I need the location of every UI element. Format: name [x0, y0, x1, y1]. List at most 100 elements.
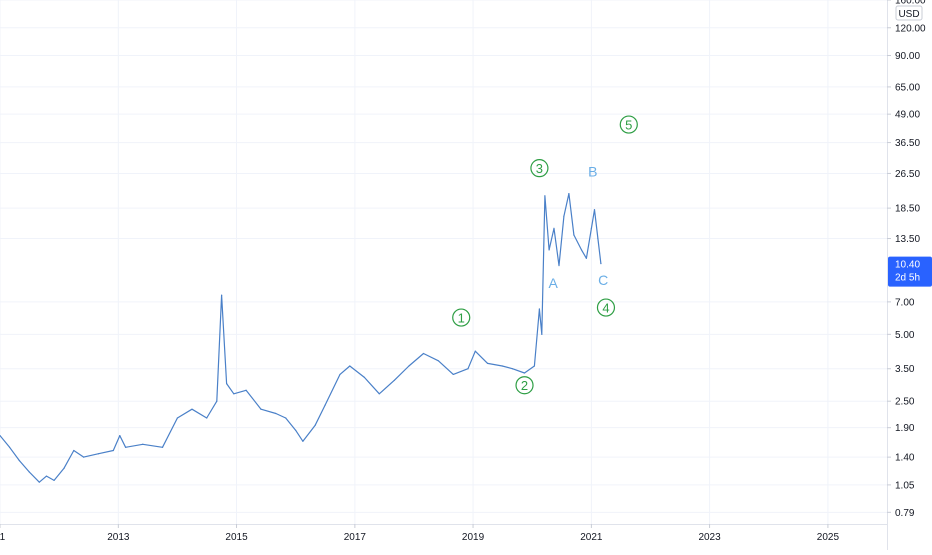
price-point	[553, 227, 555, 229]
price-point	[422, 352, 425, 355]
wave-label: 5	[625, 118, 632, 133]
wave-annotations: 1 2 3 4 5 A B C	[452, 115, 638, 395]
price-point	[474, 350, 476, 352]
price-point	[63, 467, 65, 469]
price-point	[38, 481, 40, 483]
price-point	[191, 408, 193, 410]
price-point	[285, 417, 287, 419]
y-tick-label: 1.40	[895, 453, 915, 464]
y-tick-label: 65.00	[895, 82, 920, 93]
x-tick-label: 2023	[698, 532, 721, 543]
y-tick-label: 26.50	[895, 169, 920, 180]
price-point	[97, 453, 100, 455]
y-tick-label: 13.50	[895, 234, 920, 245]
price-point	[593, 209, 596, 211]
price-point	[568, 193, 570, 195]
price-point	[580, 249, 583, 251]
x-tick-label: 2017	[344, 532, 367, 543]
price-point	[558, 264, 560, 267]
y-tick-label: 49.00	[895, 110, 920, 121]
price-point	[541, 333, 543, 335]
wave-label: 4	[602, 301, 609, 316]
price-point	[295, 429, 297, 431]
price-point	[349, 365, 351, 367]
price-point	[590, 227, 592, 229]
price-point	[0, 435, 1, 437]
price-point	[585, 257, 587, 259]
price-point	[467, 368, 469, 370]
price-point	[563, 215, 565, 217]
last-price-label: 10.40 2d 5h	[888, 256, 932, 287]
wave-label-circle	[530, 159, 549, 178]
price-point	[533, 365, 536, 367]
x-tick-label: 2015	[225, 532, 248, 543]
price-point	[597, 237, 599, 240]
wave-label: C	[598, 272, 608, 288]
price-point	[487, 362, 489, 364]
price-point	[53, 479, 55, 481]
price-point	[408, 365, 410, 367]
price-point	[226, 383, 228, 385]
price-point	[378, 393, 380, 395]
y-tick-label: 3.50	[895, 364, 915, 375]
y-tick-label: 2.50	[895, 397, 915, 408]
price-axis[interactable]: 160.00 120.00 90.00 65.00 49.00 36.50 26.50 18.…	[887, 0, 926, 519]
price-point	[216, 400, 218, 402]
wave-label-circle	[515, 376, 534, 395]
price-point	[206, 417, 208, 419]
price-point	[28, 471, 30, 473]
price-point	[233, 393, 235, 395]
wave-label: A	[549, 275, 559, 291]
y-tick-label: 1.90	[895, 423, 915, 434]
price-point	[324, 404, 326, 406]
price-point	[221, 294, 223, 296]
price-point	[112, 449, 114, 452]
price-point	[176, 417, 179, 419]
y-tick-label: 1.05	[895, 480, 915, 491]
time-axis[interactable]: 11 2013 2015 2017 2019 2021 2023 2025	[0, 524, 839, 543]
last-price-value: 10.40	[895, 260, 920, 271]
x-tick-label: 2019	[462, 532, 485, 543]
price-point	[161, 446, 164, 448]
price-point	[339, 373, 341, 376]
price-point	[393, 379, 395, 382]
price-point	[45, 475, 48, 477]
price-point	[363, 376, 366, 378]
x-tick-label: 2025	[817, 532, 840, 543]
y-tick-label: 120.00	[895, 23, 926, 34]
y-tick-label: 5.00	[895, 330, 915, 341]
price-point	[314, 424, 316, 426]
price-point	[119, 435, 121, 437]
currency-label: USD	[898, 9, 919, 20]
y-tick-label: 7.00	[895, 297, 915, 308]
price-point	[245, 389, 247, 391]
price-point	[501, 365, 503, 367]
price-point	[538, 308, 541, 310]
price-point	[548, 249, 550, 251]
bar-countdown: 2d 5h	[895, 273, 920, 284]
price-point	[73, 449, 75, 452]
wave-label-circle	[452, 308, 471, 327]
y-tick-label: 0.79	[895, 508, 915, 519]
wave-label: 1	[458, 311, 465, 326]
price-point	[142, 443, 144, 445]
price-point	[600, 263, 602, 265]
grid	[0, 0, 887, 524]
price-point	[523, 372, 526, 374]
price-point	[8, 446, 11, 448]
wave-label: 2	[521, 378, 528, 393]
wave-label-circle	[596, 298, 616, 317]
price-point	[83, 456, 85, 458]
price-point	[573, 234, 575, 236]
series-layer	[0, 193, 602, 483]
x-tick-label: 2021	[580, 532, 603, 543]
currency-badge[interactable]: USD	[895, 5, 923, 21]
price-point	[452, 373, 454, 376]
wave-label-circle	[619, 115, 638, 134]
y-tick-label: 160.00	[895, 0, 926, 7]
price-point	[302, 440, 304, 442]
wave-label: 3	[536, 161, 543, 176]
price-point	[437, 360, 440, 362]
price-line	[0, 193, 602, 483]
